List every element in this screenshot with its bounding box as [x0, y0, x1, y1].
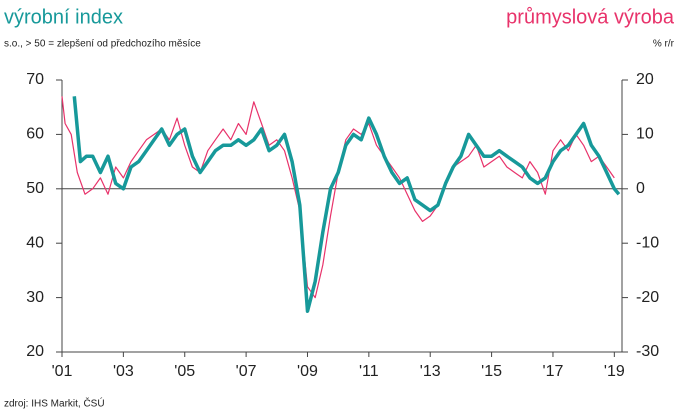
right-title: průmyslová výroba — [506, 6, 675, 28]
y-tick-label: 20 — [26, 343, 44, 360]
y2-tick-label: 0 — [636, 180, 645, 197]
y-tick-label: 60 — [26, 126, 44, 143]
x-tick-label: '07 — [236, 363, 257, 380]
x-tick-label: '03 — [113, 363, 134, 380]
y2-tick-label: 10 — [636, 126, 654, 143]
x-tick-label: '17 — [543, 363, 564, 380]
y-tick-label: 50 — [26, 180, 44, 197]
y2-tick-label: -10 — [636, 234, 659, 251]
left-title: výrobní index — [4, 6, 123, 28]
x-tick-label: '05 — [174, 363, 195, 380]
y2-tick-label: -30 — [636, 343, 659, 360]
y-tick-label: 40 — [26, 234, 44, 251]
x-tick-label: '11 — [359, 363, 379, 380]
x-tick-label: '15 — [481, 363, 502, 380]
x-tick-label: '09 — [297, 363, 318, 380]
subtitle: s.o., > 50 = zlepšení od předchozího měs… — [4, 39, 201, 50]
series-line — [72, 96, 621, 313]
x-tick-label: '19 — [604, 363, 625, 380]
y2-label: % r/r — [653, 39, 675, 50]
x-tick-label: '01 — [52, 363, 73, 380]
series-line — [61, 96, 615, 299]
source: zdroj: IHS Markit, ČSÚ — [4, 397, 105, 410]
y-tick-label: 30 — [26, 289, 44, 306]
y2-tick-label: 20 — [636, 71, 654, 88]
y-tick-label: 70 — [26, 71, 44, 88]
y2-tick-label: -20 — [636, 289, 659, 306]
x-tick-label: '13 — [420, 363, 441, 380]
